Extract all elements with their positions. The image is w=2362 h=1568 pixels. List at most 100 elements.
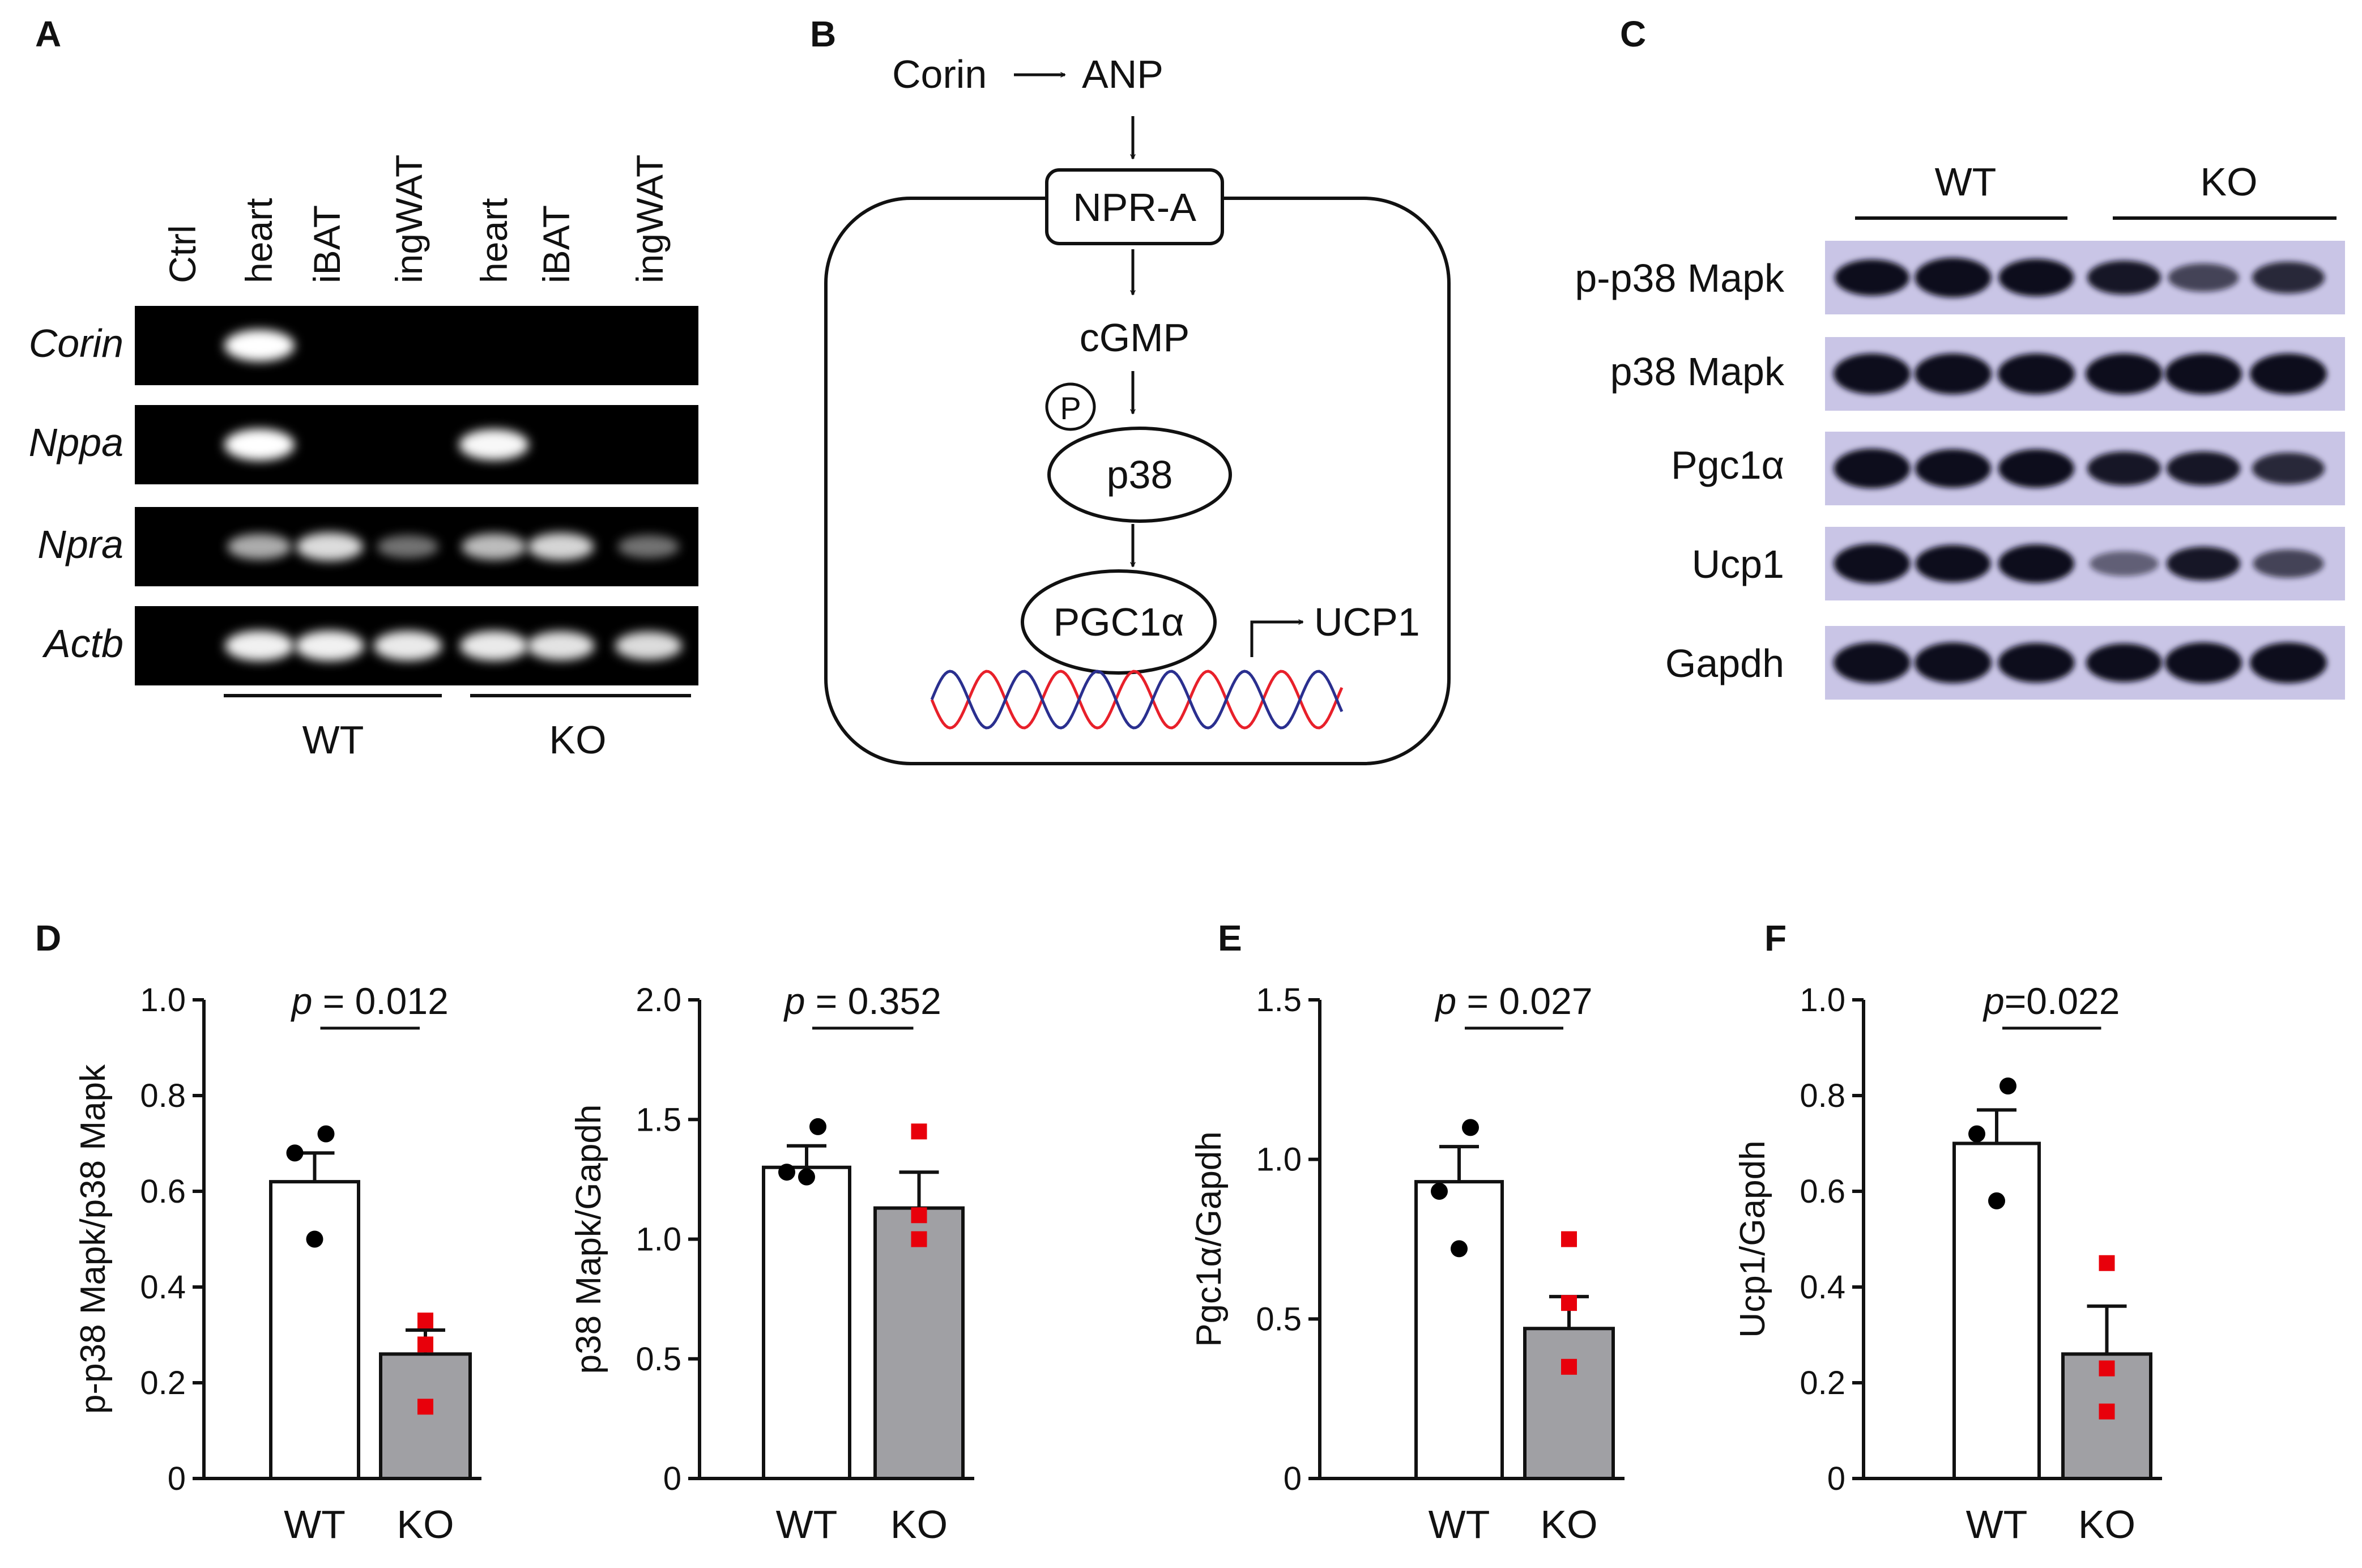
blot-band — [2252, 453, 2325, 484]
x-category-label: WT — [1966, 1502, 2028, 1546]
bar-charts: 0 0.2 0.4 0.6 0.8 1.0 p-p38 Mapk/p38 Mapk WT KO p… — [74, 980, 2162, 1546]
y-axis-title: Pgc1α/Gapdh — [1189, 1131, 1229, 1347]
chart-d-1: 0 0.2 0.4 0.6 0.8 1.0 p-p38 Mapk/p38 Mapk WT KO p… — [74, 980, 481, 1546]
data-point-wt — [306, 1230, 323, 1248]
blot-band — [1998, 544, 2074, 583]
x-category-label: KO — [890, 1502, 948, 1546]
data-point-ko — [2099, 1360, 2115, 1377]
bar-ko — [379, 1352, 472, 1481]
chart-d-2: 0 0.5 1.0 1.5 2.0 p38 Mapk/Gapdh WT KO p = 0.352 — [569, 980, 974, 1546]
protein-label-p-p38: p-p38 Mapk — [1575, 256, 1785, 300]
group-label-wt: WT — [302, 718, 364, 762]
group-label-wt: WT — [1935, 160, 1997, 204]
y-tick-label: 0.8 — [1800, 1077, 1845, 1114]
y-tick-label: 0 — [663, 1460, 681, 1497]
y-tick-label: 2.0 — [636, 982, 681, 1019]
blot-band — [1915, 449, 1991, 488]
y-tick-label: 1.5 — [636, 1101, 681, 1138]
panel-label-d: D — [35, 918, 61, 958]
blot-band — [2087, 261, 2161, 295]
blot-band — [1915, 353, 1992, 394]
lane-label: iBAT — [306, 205, 348, 283]
blot-band — [1998, 449, 2074, 488]
p-value-label: p = 0.012 — [291, 980, 449, 1022]
blot-band — [2252, 262, 2325, 293]
gel-band — [527, 631, 595, 661]
p-value-label: p = 0.352 — [783, 980, 941, 1022]
y-tick-label: 0 — [1284, 1460, 1302, 1497]
panel-b: B Corin ANP NPR-A cGMP P p38 PGC1α UCP1 — [810, 14, 1451, 765]
blot-band — [2253, 549, 2324, 578]
transcription-arrow — [1250, 622, 1303, 657]
lane-label: Ctrl — [161, 225, 203, 283]
data-point-wt — [778, 1164, 795, 1181]
data-point-wt — [286, 1144, 304, 1162]
data-point-wt — [1451, 1240, 1468, 1258]
protein-label-pgc1a: Pgc1α — [1671, 443, 1784, 487]
blot-band — [1915, 258, 1992, 297]
protein-label-ucp1: Ucp1 — [1692, 542, 1784, 586]
y-tick-label: 0 — [1827, 1460, 1845, 1497]
data-point-wt — [1431, 1183, 1448, 1200]
blot-band — [1915, 642, 1992, 683]
blot-band — [2086, 353, 2163, 394]
western-blots — [1825, 241, 2345, 700]
p-symbol: p — [1434, 980, 1456, 1022]
x-category-label: KO — [2078, 1502, 2135, 1546]
blot-band — [2168, 263, 2239, 292]
data-point-ko — [417, 1313, 433, 1329]
x-category-label: WT — [1429, 1502, 1490, 1546]
gel-band — [224, 330, 295, 361]
blot-band — [1834, 642, 1911, 683]
data-point-ko — [417, 1399, 433, 1415]
data-point-ko — [911, 1123, 927, 1140]
lane-label: iBAT — [535, 205, 577, 283]
node-anp: ANP — [1082, 52, 1163, 96]
data-point-ko — [1561, 1231, 1577, 1247]
x-category-label: WT — [284, 1502, 346, 1546]
y-tick-label: 1.0 — [1256, 1141, 1302, 1178]
node-p38: p38 — [1107, 453, 1173, 497]
node-ucp1: UCP1 — [1314, 600, 1420, 644]
blot-band — [1998, 643, 2075, 683]
y-tick-label: 0.5 — [1256, 1301, 1302, 1337]
data-point-wt — [317, 1125, 335, 1143]
bar-wt — [1414, 1180, 1504, 1481]
p38-ellipse — [1047, 427, 1232, 523]
data-point-wt — [809, 1118, 826, 1135]
y-tick-label: 0 — [168, 1460, 186, 1497]
blot-band — [1834, 353, 1911, 394]
p-value: = 0.352 — [805, 980, 941, 1022]
group-label-ko: KO — [549, 718, 606, 762]
blot-band — [2250, 353, 2327, 394]
blot-band — [2090, 551, 2159, 576]
x-category-label: KO — [1540, 1502, 1597, 1546]
bar-ko — [873, 1206, 965, 1480]
y-tick-label: 0.6 — [1800, 1173, 1845, 1210]
protein-label-gapdh: Gapdh — [1665, 641, 1784, 685]
panel-label-e: E — [1218, 918, 1242, 958]
y-tick-label: 0.8 — [140, 1077, 186, 1114]
y-tick-label: 0.4 — [1800, 1269, 1845, 1306]
gene-label-actb: Actb — [42, 621, 123, 666]
blot-band — [1834, 449, 1911, 488]
gel-band — [296, 532, 363, 561]
data-point-ko — [911, 1231, 927, 1247]
pgc1a-ellipse — [1021, 569, 1217, 675]
data-point-ko — [2099, 1255, 2115, 1271]
x-category-label: KO — [396, 1502, 454, 1546]
gel-strip-nppa — [135, 405, 698, 484]
node-npra: NPR-A — [1073, 185, 1196, 229]
y-tick-label: 0.5 — [636, 1341, 681, 1378]
blot-band — [1998, 259, 2074, 296]
p-symbol: p — [291, 980, 313, 1022]
y-axis-title: p38 Mapk/Gapdh — [569, 1105, 608, 1374]
node-pgc1a: PGC1α — [1053, 600, 1184, 644]
gel-band — [615, 632, 682, 660]
panel-label-b: B — [810, 14, 836, 54]
gel-band — [461, 533, 527, 560]
bar-wt — [269, 1180, 360, 1481]
panel-label-c: C — [1620, 14, 1646, 54]
blot-band — [2167, 451, 2240, 485]
